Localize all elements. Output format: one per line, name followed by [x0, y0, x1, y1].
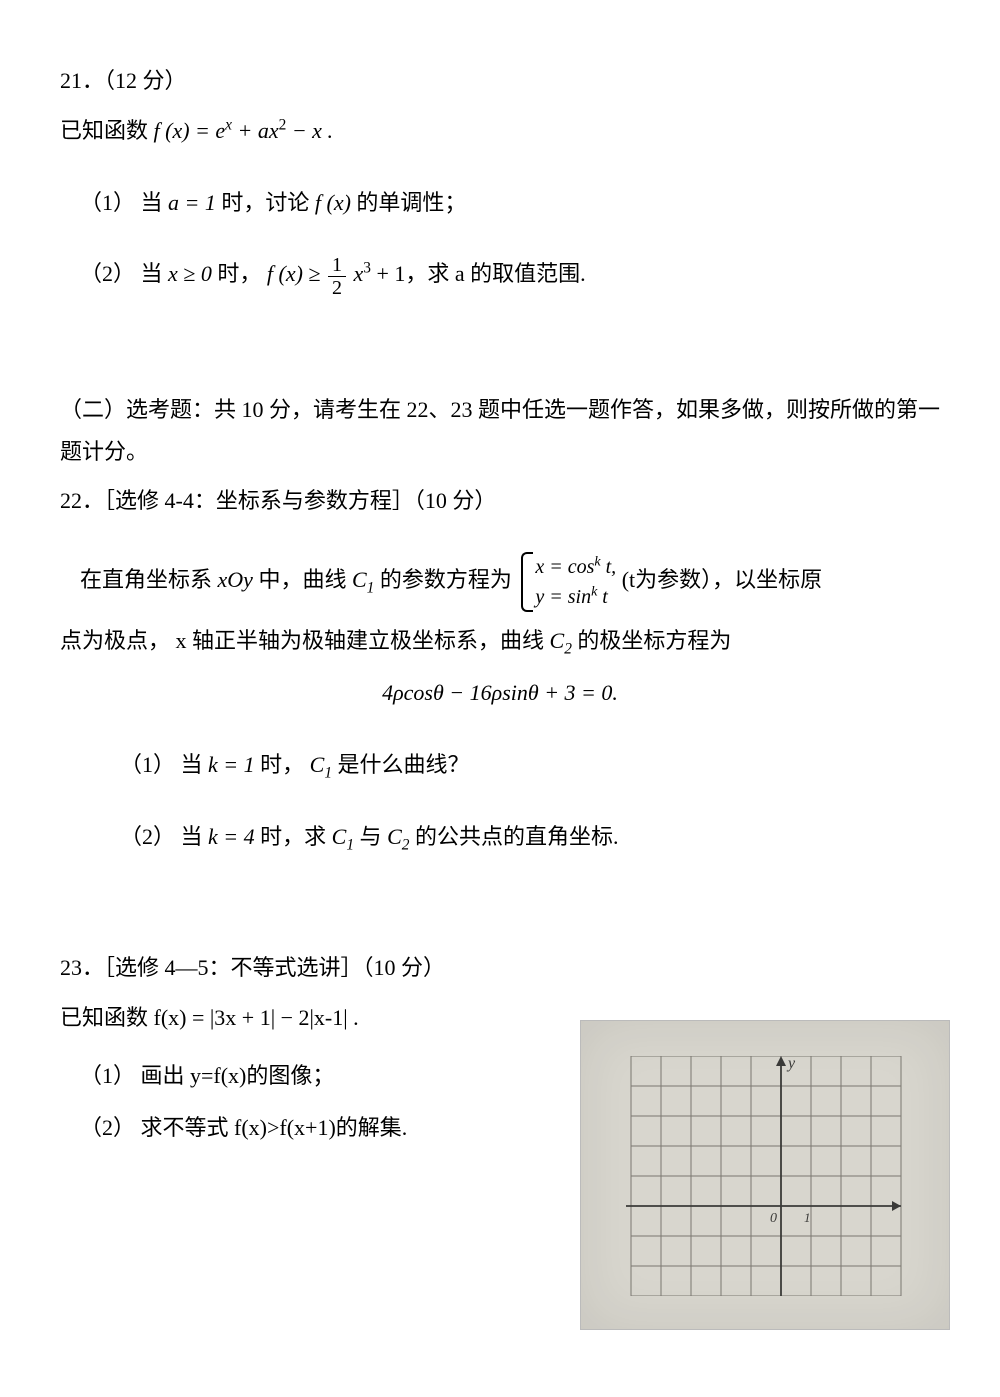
- grid-svg: 0 1 x y: [626, 1056, 906, 1296]
- origin-label: 0: [770, 1211, 777, 1226]
- q22-p1-c1: C1: [310, 752, 332, 777]
- q21-p1-cond: a = 1: [168, 190, 216, 215]
- q21-frac: 1 2: [328, 254, 346, 299]
- q21-p1-mid: 时，讨论: [221, 190, 315, 215]
- q22-l2-tail: 的极坐标方程为: [577, 628, 731, 653]
- q21-fx-tail: − x .: [292, 118, 333, 143]
- q22-p2-pre: （2） 当: [120, 824, 203, 849]
- q22-l1-tail: (t为参数），以坐标原: [622, 567, 822, 592]
- q21-fx-exp2: 2: [279, 116, 287, 133]
- q23-given: 已知函数 f(x) = |3x + 1| − 2|x-1| .: [60, 997, 560, 1039]
- q21-fx-mid: + ax: [238, 118, 279, 143]
- q22-p2-and: 与: [360, 824, 388, 849]
- q21-part2: （2） 当 x ≥ 0 时， f (x) ≥ 1 2 x3 + 1，求 a 的取…: [60, 253, 940, 298]
- q22-l1-mid: 中，曲线: [258, 567, 352, 592]
- q21-given-pre: 已知函数: [60, 118, 154, 143]
- section2-note: （二）选考题：共 10 分，请考生在 22、23 题中任选一题作答，如果多做，则…: [60, 389, 940, 473]
- q22-c1: C1: [352, 567, 374, 592]
- brace-x-row: x = cosk t,: [535, 552, 616, 582]
- q22-p2-c1: C1: [332, 824, 354, 849]
- q22-p1-pre: （1） 当: [120, 752, 203, 777]
- q22-part1: （1） 当 k = 1 时， C1 是什么曲线？: [60, 744, 940, 786]
- bx-pre: x = cos: [535, 556, 594, 578]
- q23-part2: （2） 求不等式 f(x)>f(x+1)的解集.: [60, 1107, 560, 1149]
- q22-l1-pre: 在直角坐标系: [80, 567, 218, 592]
- q21-p2-cond: x ≥ 0: [168, 261, 212, 286]
- q21-fx: f (x) = e: [154, 118, 226, 143]
- y-arrow: [776, 1056, 786, 1066]
- bx-post: t,: [601, 556, 617, 578]
- q21-given: 已知函数 f (x) = ex + ax2 − x .: [60, 110, 940, 152]
- q22-xoy: xOy: [218, 567, 253, 592]
- frac-den: 2: [328, 277, 346, 299]
- q22-l1-mid2: 的参数方程为: [380, 567, 512, 592]
- q22-p2-tail: 的公共点的直角坐标.: [415, 824, 619, 849]
- grid-photo: 0 1 x y: [580, 1020, 950, 1330]
- q22-brace: x = cosk t, y = sink t: [517, 552, 616, 612]
- q21-header: 21．（12 分）: [60, 60, 940, 102]
- q22-p1-tail: 是什么曲线？: [338, 752, 470, 777]
- q22-l2-pre: 点为极点， x 轴正半轴为极轴建立极坐标系，曲线: [60, 628, 550, 653]
- q22-p1-cond: k = 1: [208, 752, 255, 777]
- x-arrow: [892, 1201, 901, 1211]
- q22-polar-eq: 4ρcosθ − 16ρsinθ + 3 = 0.: [60, 672, 940, 714]
- q21-part1: （1） 当 a = 1 时，讨论 f (x) 的单调性；: [60, 182, 940, 224]
- q21-p2-mid: 时，: [217, 261, 267, 286]
- q22-line1: 在直角坐标系 xOy 中，曲线 C1 的参数方程为 x = cosk t, y …: [60, 552, 940, 612]
- q21-fx-exp: x: [225, 116, 232, 133]
- q22-line2: 点为极点， x 轴正半轴为极轴建立极坐标系，曲线 C2 的极坐标方程为: [60, 620, 940, 662]
- tick-1: 1: [804, 1210, 811, 1225]
- q21-p2-af: x: [353, 261, 363, 286]
- q21-p1-tail: 的单调性；: [356, 190, 466, 215]
- q21-p2-fx: f (x) ≥: [267, 261, 326, 286]
- q22-p2-cond: k = 4: [208, 824, 255, 849]
- q21-p1-pre: （1） 当: [80, 190, 163, 215]
- by-post: t: [597, 586, 608, 608]
- q23-header: 23．［选修 4—5：不等式选讲］（10 分）: [60, 947, 560, 989]
- frac-num: 1: [328, 254, 346, 277]
- q21-p1-fx: f (x): [315, 190, 351, 215]
- brace-y-row: y = sink t: [535, 582, 616, 612]
- q22-p2-mid: 时，求: [260, 824, 326, 849]
- q21-p2-tail: + 1，求 a 的取值范围.: [376, 261, 585, 286]
- q22-header: 22．［选修 4-4：坐标系与参数方程］（10 分）: [60, 480, 940, 522]
- q21-p2-pre: （2） 当: [80, 261, 163, 286]
- y-label: y: [786, 1056, 796, 1072]
- q22-part2: （2） 当 k = 4 时，求 C1 与 C2 的公共点的直角坐标.: [60, 816, 940, 858]
- q21-p2-exp: 3: [363, 260, 371, 277]
- grid-inner: 0 1 x y: [626, 1056, 906, 1296]
- q22-c2: C2: [550, 628, 572, 653]
- q22-p1-mid: 时，: [260, 752, 304, 777]
- q23-part1: （1） 画出 y=f(x)的图像；: [60, 1055, 560, 1097]
- by-pre: y = sin: [535, 586, 591, 608]
- q22-p2-c2: C2: [387, 824, 409, 849]
